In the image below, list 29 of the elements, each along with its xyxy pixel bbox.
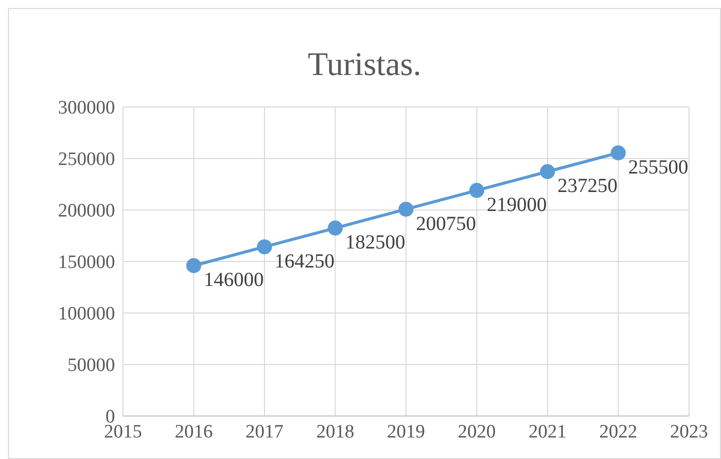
data-label: 146000	[204, 269, 264, 292]
point	[540, 164, 555, 180]
data-label: 219000	[486, 194, 547, 216]
point	[398, 202, 414, 217]
point	[257, 239, 272, 254]
y-tick-label: 200000	[58, 200, 115, 222]
x-tick-label: 2018	[316, 421, 354, 442]
x-tick-label: 2020	[458, 421, 496, 442]
y-tick-label: 50000	[68, 355, 115, 376]
x-tick-label: 2022	[599, 421, 638, 442]
data-label: 255500	[628, 156, 688, 178]
x-tick-label: 2023	[670, 421, 708, 442]
x-tick-label: 2021	[528, 421, 566, 442]
y-tick-label: 250000	[58, 149, 115, 170]
y-tick-label: 150000	[58, 252, 115, 274]
x-tick-label: 2016	[174, 421, 213, 442]
data-label: 200750	[416, 212, 476, 235]
x-tick-label: 2017	[246, 421, 284, 442]
data-label: 237250	[558, 175, 618, 198]
chart-title: Turistas.	[306, 47, 422, 84]
y-tick-label: 300000	[58, 98, 115, 119]
point	[328, 220, 343, 236]
point	[610, 145, 626, 160]
data-label: 164250	[274, 250, 334, 272]
data-label: 182500	[345, 232, 406, 254]
x-tick-label: 2019	[387, 421, 425, 442]
y-tick-label: 100000	[58, 304, 115, 325]
point	[186, 258, 202, 274]
point	[469, 182, 484, 198]
